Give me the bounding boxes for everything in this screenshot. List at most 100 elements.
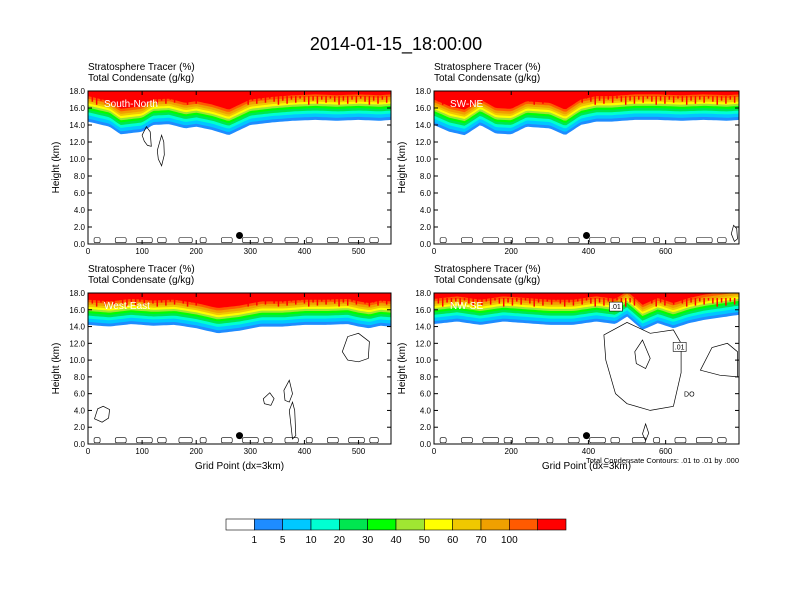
y-tick-label: 6.0	[420, 390, 432, 399]
plot-area	[88, 91, 391, 244]
y-axis-label: Height (km)	[397, 343, 408, 395]
x-tick-label: 0	[432, 247, 437, 256]
y-tick-label: 2.0	[74, 223, 86, 232]
surface-cloud-contour	[610, 237, 620, 244]
x-tick-label: 0	[86, 247, 91, 256]
colorbar-label: 20	[334, 535, 346, 546]
plot-frame	[87, 292, 392, 445]
y-axis-label: Height (km)	[51, 142, 62, 194]
y-tick-label: 6.0	[74, 189, 86, 198]
contour-label-box	[672, 342, 687, 352]
y-tick-label: 10.0	[415, 155, 431, 164]
panel-label: SW-NE	[450, 99, 483, 110]
colorbar-swatch	[254, 518, 283, 531]
y-tick-label: 0.0	[420, 240, 432, 249]
condensate-contour	[94, 405, 110, 423]
surface-cloud-contour	[178, 237, 193, 244]
surface-cloud-contour	[503, 437, 513, 444]
plot-frame	[433, 90, 740, 245]
plot-area	[88, 293, 391, 444]
surface-cloud-contour	[284, 237, 299, 244]
surface-cloud-contour	[199, 437, 207, 444]
x-tick-label: 500	[352, 247, 366, 256]
y-tick-label: 12.0	[69, 339, 85, 348]
y-tick-label: 16.0	[69, 104, 85, 113]
contour-note: Total Condensate Contours: .01 to .01 by…	[586, 456, 739, 465]
panel-label: NW-SE	[450, 301, 483, 312]
surface-cloud-contour	[199, 237, 207, 244]
surface-cloud-contour	[439, 437, 447, 444]
colorbar-label: 40	[390, 535, 402, 546]
y-tick-label: 14.0	[415, 121, 431, 130]
colorbar-swatch	[395, 518, 425, 531]
y-tick-label: 12.0	[415, 339, 431, 348]
condensate-contour	[730, 224, 738, 242]
x-tick-label: 100	[135, 447, 149, 456]
x-tick-label: 400	[298, 447, 312, 456]
tracer-band-11	[88, 91, 391, 110]
colorbar-label: 70	[475, 535, 487, 546]
surface-cloud-contour	[369, 437, 379, 444]
contour-label-text: DO	[684, 391, 695, 398]
y-tick-label: 18.0	[69, 87, 85, 96]
x-tick-label: 400	[582, 247, 596, 256]
tracer-band-11	[434, 91, 739, 110]
surface-cloud-contour	[327, 237, 339, 244]
y-tick-label: 8.0	[74, 373, 86, 382]
x-tick-label: 300	[244, 447, 258, 456]
surface-cloud-contour	[114, 237, 127, 244]
y-tick-label: 0.0	[74, 240, 86, 249]
colorbar-swatch	[339, 518, 368, 531]
surface-cloud-contour	[631, 437, 646, 444]
contour-label-box	[609, 301, 623, 312]
field-label: Stratosphere Tracer (%)	[88, 264, 195, 275]
panel-nw-se: Stratosphere Tracer (%)Total Condensate …	[397, 264, 740, 472]
surface-cloud-contour	[525, 437, 540, 444]
surface-cloud-contour	[695, 437, 713, 444]
y-tick-label: 4.0	[74, 406, 86, 415]
surface-cloud-contour	[482, 237, 499, 244]
surface-cloud-contour	[653, 437, 660, 444]
condensate-contour	[283, 379, 293, 403]
x-axis-label: Grid Point (dx=3km)	[542, 461, 631, 472]
colorbar-label: 10	[305, 535, 317, 546]
figure-title: 2014-01-15_18:00:00	[310, 34, 482, 55]
y-tick-label: 6.0	[74, 390, 86, 399]
colorbar-label: 50	[419, 535, 431, 546]
colorbar-swatch	[480, 518, 510, 531]
x-tick-label: 400	[298, 247, 312, 256]
contour-label: Total Condensate (g/kg)	[434, 73, 540, 84]
condensate-contour	[603, 322, 682, 411]
plot-area	[434, 91, 739, 244]
surface-cloud-contour	[136, 437, 153, 444]
surface-cloud-contour	[546, 237, 554, 244]
x-tick-label: 600	[659, 447, 673, 456]
y-tick-label: 0.0	[420, 440, 432, 449]
y-tick-label: 14.0	[415, 323, 431, 332]
x-tick-label: 200	[505, 247, 519, 256]
y-tick-label: 18.0	[69, 289, 85, 298]
surface-cloud-contour	[589, 237, 606, 244]
colorbar-swatch	[424, 518, 453, 531]
x-tick-label: 0	[432, 447, 437, 456]
surface-cloud-contour	[631, 237, 646, 244]
y-tick-label: 8.0	[420, 373, 432, 382]
surface-cloud-contour	[263, 437, 273, 444]
condensate-contour	[642, 422, 650, 442]
y-axis-label: Height (km)	[397, 142, 408, 194]
surface-cloud-contour	[461, 237, 473, 244]
y-tick-label: 8.0	[74, 172, 86, 181]
condensate-contour	[141, 126, 152, 147]
condensate-contour	[288, 400, 297, 440]
surface-cloud-contour	[369, 237, 379, 244]
colorbar-swatch	[225, 518, 255, 531]
y-tick-label: 16.0	[415, 306, 431, 315]
colorbar-swatch	[537, 518, 567, 531]
surface-cloud-contour	[717, 237, 727, 244]
plot-frame	[433, 292, 740, 445]
colorbar-label: 60	[447, 535, 459, 546]
y-tick-label: 16.0	[415, 104, 431, 113]
location-marker	[236, 432, 243, 440]
panel-label: South-North	[104, 99, 158, 110]
